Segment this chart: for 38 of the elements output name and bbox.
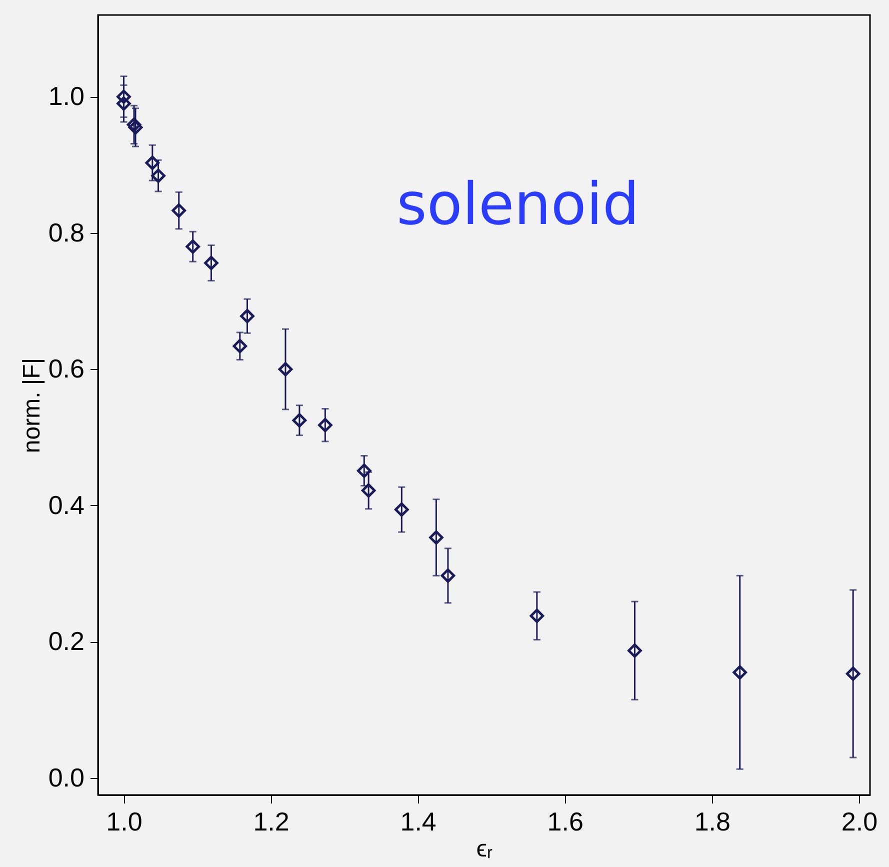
point <box>361 483 376 498</box>
x-tick-label: 1.0 <box>106 806 142 836</box>
y-tick-label: 0.6 <box>48 354 84 384</box>
point <box>732 665 748 680</box>
point <box>530 608 544 624</box>
point <box>356 464 372 478</box>
point <box>145 156 160 170</box>
point <box>628 643 642 658</box>
point <box>278 362 293 376</box>
point <box>394 502 409 517</box>
x-tick-label: 1.4 <box>400 806 436 836</box>
x-axis-title: ϵᵣ <box>476 836 493 862</box>
point <box>240 308 254 324</box>
y-tick-label: 1.0 <box>48 81 84 112</box>
point <box>429 530 444 545</box>
point <box>126 118 142 132</box>
x-tick-label: 1.8 <box>694 806 730 836</box>
point <box>116 90 131 104</box>
x-tick-label: 2.0 <box>841 806 878 836</box>
y-tick-label: 0.4 <box>48 490 84 520</box>
annotation: solenoid <box>396 170 640 238</box>
point <box>292 413 307 428</box>
point <box>116 96 131 111</box>
y-tick-label: 0.8 <box>48 217 84 248</box>
point <box>232 338 248 354</box>
point <box>846 666 860 681</box>
y-axis-title: norm. |F| <box>18 358 46 454</box>
point <box>204 256 218 270</box>
point <box>318 418 332 432</box>
point <box>128 120 143 135</box>
point <box>440 568 456 583</box>
point <box>186 239 200 254</box>
x-tick-label: 1.6 <box>547 806 584 836</box>
y-tick-label: 0.0 <box>48 762 84 792</box>
y-tick-label: 0.2 <box>48 626 84 656</box>
x-tick-label: 1.2 <box>253 806 290 836</box>
point <box>172 203 186 218</box>
point <box>151 168 166 183</box>
